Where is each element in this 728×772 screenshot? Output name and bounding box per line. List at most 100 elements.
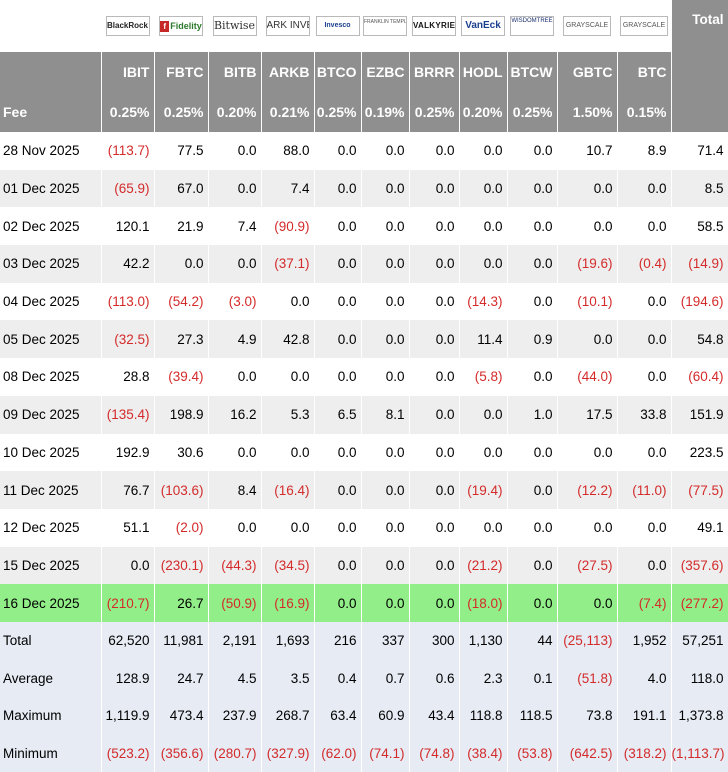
flow-cell: 0.0 [409,546,460,585]
stat-cell: 473.4 [154,697,209,735]
flow-cell: 0.0 [409,358,460,396]
flow-cell: (19.6) [557,245,618,283]
ticker-total-cell [671,52,728,92]
flow-cell: 0.0 [314,245,362,283]
invesco-logo: Invesco [315,16,360,36]
row-total-cell: 58.5 [671,207,728,246]
flow-cell: 0.0 [617,169,672,208]
ticker-corner-cell [0,52,102,92]
stat-cell: 0.1 [507,659,558,698]
fee-label: Fee [0,92,102,132]
flow-cell: 0.0 [314,433,362,472]
flow-cell: 0.0 [314,584,362,622]
stat-cell: 2,191 [208,621,262,660]
row-date: 28 Nov 2025 [0,132,102,170]
flow-cell: 5.3 [261,395,315,434]
ticker-header: EZBC [361,52,410,92]
flow-cell: 0.0 [361,207,410,246]
flow-cell: 42.8 [261,320,315,359]
flow-cell: (39.4) [154,358,209,396]
flow-cell: 0.0 [557,508,618,547]
row-total-cell: 49.1 [671,508,728,547]
stat-cell: 4.5 [208,659,262,698]
stat-cell: (280.7) [208,734,262,772]
row-total-cell: (194.6) [671,282,728,321]
flow-cell: 0.0 [507,207,558,246]
table-row: 03 Dec 2025 42.2 0.0 0.0 (37.1) 0.0 0.0 0.0 0.0 0… [0,245,728,283]
flow-cell: 16.2 [208,395,262,434]
flow-cell: 0.0 [208,433,262,472]
flow-cell: (7.4) [617,584,672,622]
ticker-header: BTCO [314,52,362,92]
flow-cell: 77.5 [154,132,209,170]
flow-cell: 6.5 [314,395,362,434]
flow-cell: 0.0 [507,433,558,472]
fee-cell: 0.25% [101,92,155,132]
row-date: 10 Dec 2025 [0,433,102,472]
flow-cell: (135.4) [101,395,155,434]
stat-total-cell: 1,373.8 [671,697,728,735]
flow-cell: 26.7 [154,584,209,622]
flow-cell: (18.0) [459,584,508,622]
stat-cell: (62.0) [314,734,362,772]
fee-cell: 0.20% [459,92,508,132]
row-date: 16 Dec 2025 [0,584,102,622]
stat-cell: 43.4 [409,697,460,735]
stat-cell: 237.9 [208,697,262,735]
row-total-cell: 54.8 [671,320,728,359]
flow-cell: (14.3) [459,282,508,321]
stat-cell: (318.2) [617,734,672,772]
flow-cell: 0.0 [208,132,262,170]
stat-cell: 300 [409,621,460,660]
flow-cell: 120.1 [101,207,155,246]
flow-cell: 0.0 [507,169,558,208]
flow-cell: 0.0 [361,245,410,283]
flow-cell: 33.8 [617,395,672,434]
stat-cell: (356.6) [154,734,209,772]
flow-cell: (12.2) [557,471,618,509]
flow-cell: 0.0 [617,282,672,321]
flow-cell: 0.0 [409,132,460,170]
stat-cell: (51.8) [557,659,618,698]
stat-cell: 11,981 [154,621,209,660]
flow-cell: 17.5 [557,395,618,434]
stat-cell: 4.0 [617,659,672,698]
stat-cell: 0.6 [409,659,460,698]
flow-cell: 8.9 [617,132,672,170]
flow-cell: 0.0 [208,245,262,283]
flow-cell: 30.6 [154,433,209,472]
flow-cell: (21.2) [459,546,508,585]
fee-cell: 1.50% [557,92,618,132]
stat-row: Average 128.9 24.7 4.5 3.5 0.4 0.7 0.6 2.3 0.1 (51… [0,659,728,698]
flow-cell: 0.0 [361,584,410,622]
flow-cell: 192.9 [101,433,155,472]
row-date: 03 Dec 2025 [0,245,102,283]
fee-cell: 0.21% [261,92,315,132]
flow-cell: (44.0) [557,358,618,396]
flow-cell: 21.9 [154,207,209,246]
flow-cell: 0.0 [507,584,558,622]
row-total-cell: (277.2) [671,584,728,622]
stat-label: Average [0,659,102,698]
flow-cell: 1.0 [507,395,558,434]
flow-cell: 0.0 [409,471,460,509]
stat-cell: (53.8) [507,734,558,772]
flow-cell: 0.0 [314,358,362,396]
stat-cell: 62,520 [101,621,155,660]
row-date: 02 Dec 2025 [0,207,102,246]
fee-cell: 0.25% [314,92,362,132]
flow-cell: 28.8 [101,358,155,396]
stat-cell: (25,113) [557,621,618,660]
flow-cell: (10.1) [557,282,618,321]
fee-cell: 0.19% [361,92,410,132]
corner-cell [0,0,102,52]
flow-cell: 0.0 [507,132,558,170]
flow-cell: 4.9 [208,320,262,359]
flow-cell: 0.9 [507,320,558,359]
flow-cell: 11.4 [459,320,508,359]
flow-cell: 0.0 [361,471,410,509]
flow-cell: 0.0 [361,320,410,359]
fee-cell: 0.25% [409,92,460,132]
flow-cell: 0.0 [459,245,508,283]
row-date: 12 Dec 2025 [0,508,102,547]
